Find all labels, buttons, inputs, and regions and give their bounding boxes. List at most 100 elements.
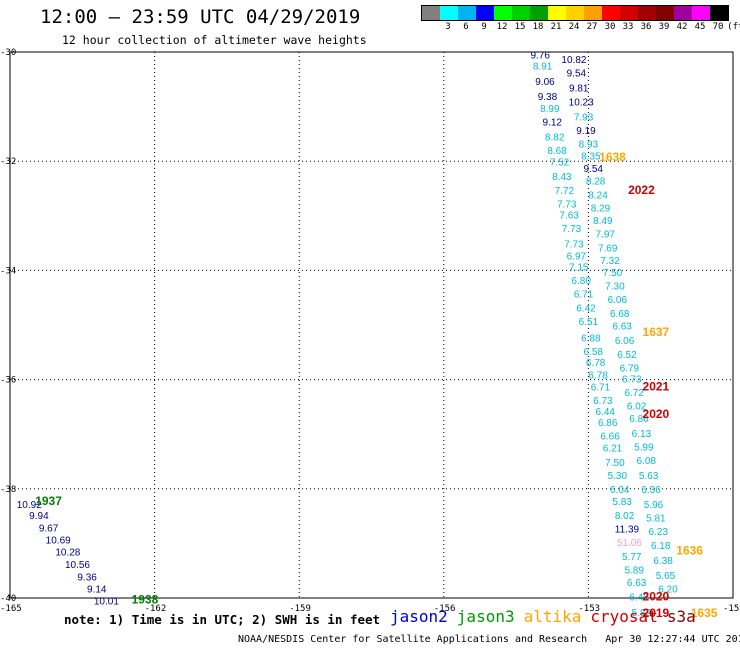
wave-height-value: 6.80 — [571, 276, 591, 287]
wave-height-value: 7.52 — [550, 158, 570, 169]
legend-bin-label: 70 — [712, 22, 724, 32]
x-tick-label: -153 — [578, 604, 600, 614]
wave-height-value: 6.38 — [653, 556, 673, 567]
wave-height-value: 10.82 — [561, 55, 586, 66]
legend-bin-label: 18 — [532, 22, 544, 32]
wave-height-value: 6.04 — [610, 485, 630, 496]
wave-height-value: 6.68 — [610, 309, 630, 320]
wave-height-value: 8.99 — [540, 104, 560, 115]
wave-height-value: 6.73 — [593, 396, 613, 407]
x-tick-label: -165 — [0, 604, 22, 614]
legend-bin-label: 3 — [445, 22, 451, 32]
wave-height-value: 6.78 — [588, 371, 608, 382]
pass-time-label: 2020 — [643, 407, 670, 421]
legend-swatch — [548, 6, 566, 20]
y-tick-label: -36 — [0, 376, 16, 386]
legend-bin-label: 27 — [586, 22, 598, 32]
satellite-cryosat: cryosat — [590, 607, 658, 626]
wave-height-value: 7.73 — [562, 224, 582, 235]
map-frame — [9, 51, 734, 599]
wave-height-value: 9.12 — [543, 118, 563, 129]
legend-bin-label: 39 — [658, 22, 670, 32]
legend-bin-label: 15 — [514, 22, 526, 32]
wave-height-value: 5.81 — [646, 514, 666, 525]
x-tick-label: -159 — [289, 604, 311, 614]
legend-swatch — [584, 6, 602, 20]
legend-swatch — [638, 6, 656, 20]
legend-bin-label: 30 — [604, 22, 616, 32]
legend-bin-label: 36 — [640, 22, 652, 32]
x-tick-label: -156 — [434, 604, 456, 614]
wave-height-value: 7.73 — [564, 239, 584, 250]
wave-height-value: 6.72 — [624, 388, 644, 399]
wave-height-value: 8.35 — [581, 152, 601, 163]
satellite-s3a: s3a — [666, 607, 696, 626]
wave-height-value: 9.81 — [569, 83, 589, 94]
wave-height-value: 7.73 — [557, 200, 577, 211]
wave-height-value: 6.06 — [615, 336, 635, 347]
legend-bin-label: 42 — [676, 22, 688, 32]
wave-height-value: 7.97 — [596, 230, 616, 241]
legend-bin-label: 24 — [568, 22, 580, 32]
legend-swatch — [476, 6, 494, 20]
wave-height-value: 6.71 — [574, 290, 594, 301]
wave-height-value: 6.21 — [603, 444, 623, 455]
wave-height-value: 7.93 — [574, 112, 594, 123]
legend-unit: (ft) — [727, 22, 740, 32]
wave-height-value: 6.52 — [617, 350, 637, 361]
wave-height-value: 6.40 — [629, 593, 649, 604]
pass-time-label: 1638 — [599, 150, 626, 164]
legend-bin-label: 33 — [622, 22, 634, 32]
legend-swatch — [422, 6, 440, 20]
wave-height-value: 6.63 — [612, 321, 632, 332]
page-title: 12:00 – 23:59 UTC 04/29/2019 — [40, 6, 361, 28]
wave-height-value: 8.91 — [533, 61, 553, 72]
x-tick-label: -15 — [723, 604, 739, 614]
wave-height-value: 8.82 — [545, 132, 565, 143]
wave-height-value: 7.32 — [600, 256, 620, 267]
wave-height-value: 9.54 — [583, 164, 603, 175]
wave-height-value: 8.29 — [591, 203, 611, 214]
wave-height-value: 7.72 — [555, 186, 575, 197]
wave-height-value: 5.83 — [612, 497, 632, 508]
wave-height-value: 9.14 — [87, 585, 107, 596]
wave-height-value: 6.08 — [637, 456, 657, 467]
wave-height-value: 6.86 — [629, 414, 649, 425]
wave-height-value: 9.38 — [538, 92, 558, 103]
wave-height-value: 6.66 — [600, 432, 620, 443]
satellite-legend: jason2 jason3 altika cryosat s3a — [390, 607, 705, 626]
legend-swatch — [656, 6, 674, 20]
wave-height-value: 6.20 — [658, 585, 678, 596]
legend-bin-label: 6 — [463, 22, 469, 32]
wave-height-value: 8.02 — [615, 511, 635, 522]
legend-swatch — [494, 6, 512, 20]
y-tick-label: -30 — [0, 48, 16, 58]
wave-height-value: 5.89 — [624, 565, 644, 576]
wave-height-value: 8.43 — [552, 172, 572, 183]
legend-swatch — [512, 6, 530, 20]
wave-height-value: 6.06 — [608, 295, 628, 306]
legend-bin-label: 45 — [694, 22, 706, 32]
wave-height-value: 6.13 — [632, 429, 652, 440]
satellite-jason3: jason3 — [456, 607, 515, 626]
legend-swatch — [458, 6, 476, 20]
wave-height-value: 6.78 — [586, 358, 606, 369]
y-tick-label: -32 — [0, 157, 16, 167]
wave-height-value: 10.92 — [17, 500, 42, 511]
wave-height-value: 6.58 — [583, 347, 603, 358]
wave-height-value: 9.94 — [29, 511, 49, 522]
wave-height-value: 51.06 — [617, 538, 642, 549]
wave-height-value: 11.39 — [615, 524, 640, 535]
pass-time-label: 1637 — [643, 325, 670, 339]
wave-height-value: 7.50 — [603, 268, 623, 279]
wave-height-value: 7.50 — [605, 458, 625, 469]
wave-height-value: 6.44 — [596, 407, 616, 418]
wave-height-value: 6.42 — [576, 303, 596, 314]
wave-height-value: 7.30 — [605, 282, 625, 293]
legend-swatch — [602, 6, 620, 20]
wave-height-value: 5.30 — [608, 471, 628, 482]
wave-height-value: 10.69 — [46, 535, 71, 546]
wave-height-value: 6.63 — [627, 578, 647, 589]
